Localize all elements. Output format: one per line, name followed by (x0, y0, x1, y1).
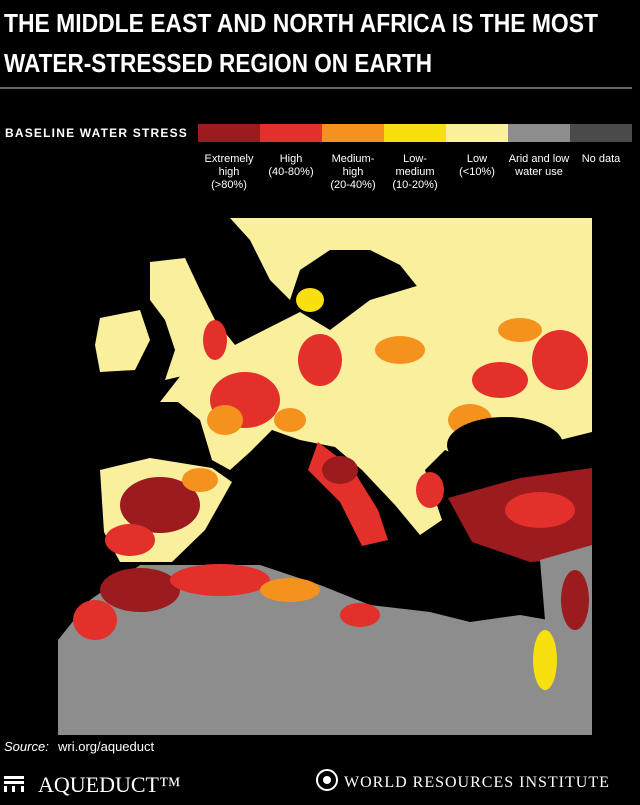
map (58, 218, 592, 735)
patch (340, 603, 380, 627)
patch (274, 408, 306, 432)
legend-swatch (198, 124, 260, 142)
patch (505, 492, 575, 528)
patch (170, 564, 270, 596)
legend: Extremelyhigh(>80%)High(40-80%)Medium-hi… (198, 124, 632, 191)
legend-label: Low- (403, 153, 427, 165)
legend-swatch (446, 124, 508, 142)
stress-patches (73, 288, 589, 690)
legend-label: Extremely (205, 153, 254, 165)
patch (260, 578, 320, 602)
legend-label: high (343, 166, 364, 178)
legend-swatch (322, 124, 384, 142)
arid-land (58, 565, 592, 735)
patch (182, 468, 218, 492)
legend-label: (<10%) (459, 166, 495, 178)
patch (532, 330, 588, 390)
legend-label: (10-20%) (392, 179, 437, 191)
title-line: THE MIDDLE EAST AND NORTH AFRICA IS THE … (4, 8, 598, 38)
legend-label: No data (582, 153, 621, 165)
land (230, 218, 592, 300)
legend-label: Medium- (332, 153, 375, 165)
legend-label: (40-80%) (268, 166, 313, 178)
patch (561, 570, 589, 630)
patch (322, 456, 358, 484)
patch (73, 600, 117, 640)
legend-swatch (508, 124, 570, 142)
legend-label: (20-40%) (330, 179, 375, 191)
legend-label: Low (467, 153, 487, 165)
footer-left: AQUEDUCT™ (38, 772, 181, 797)
wri-icon (316, 769, 338, 791)
footer-right: WORLD RESOURCES INSTITUTE (344, 774, 610, 791)
legend-label: High (280, 153, 303, 165)
patch (375, 336, 425, 364)
patch (203, 320, 227, 360)
aqueduct-icon (4, 776, 24, 792)
land (95, 310, 150, 372)
legend-label: high (219, 166, 240, 178)
patch (416, 472, 444, 508)
patch (100, 568, 180, 612)
patch (207, 405, 243, 435)
source-text: wri.org/aqueduct (57, 739, 154, 754)
legend-title: BASELINE WATER STRESS (5, 126, 188, 140)
legend-label: Arid and low (509, 153, 570, 165)
patch (296, 288, 324, 312)
title-line: WATER-STRESSED REGION ON EARTH (4, 48, 432, 78)
source-label: Source: (4, 739, 49, 754)
patch (472, 362, 528, 398)
sea (447, 417, 563, 473)
legend-label: (>80%) (211, 179, 247, 191)
legend-swatch (260, 124, 322, 142)
patch (298, 334, 342, 386)
patch (533, 630, 557, 690)
patch (120, 477, 200, 533)
patch (105, 524, 155, 556)
legend-label: medium (395, 166, 434, 178)
legend-label: water use (514, 166, 563, 178)
legend-swatch (570, 124, 632, 142)
patch (498, 318, 542, 342)
legend-swatch (384, 124, 446, 142)
